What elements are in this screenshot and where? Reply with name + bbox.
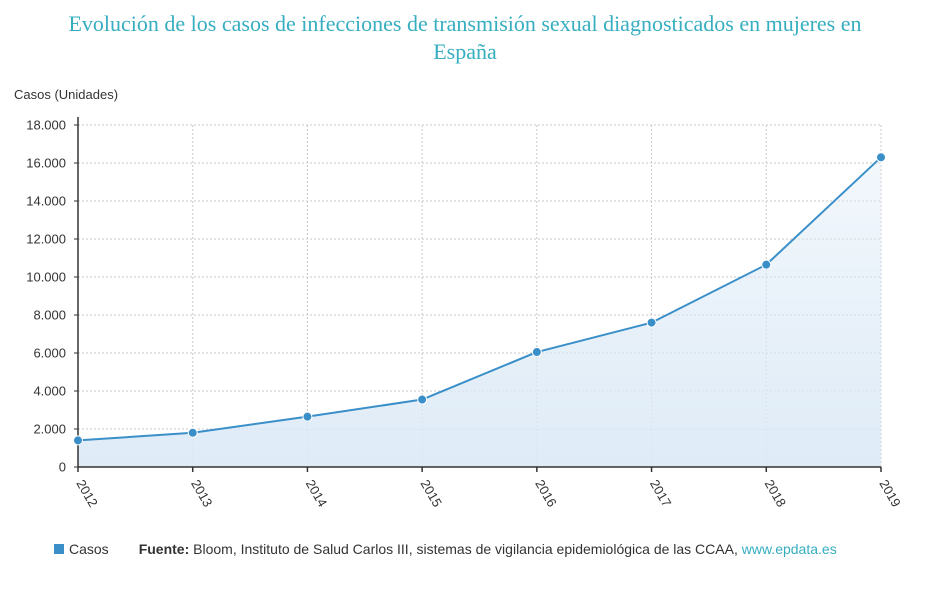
data-point[interactable] — [302, 411, 313, 422]
data-point[interactable] — [187, 427, 198, 438]
x-tick-label: 2017 — [647, 477, 674, 510]
y-axis-label: Casos (Unidades) — [14, 87, 118, 102]
chart-title: Evolución de los casos de infecciones de… — [0, 10, 930, 66]
chart-footer: Casos Fuente: Bloom, Instituto de Salud C… — [54, 541, 914, 557]
legend-swatch-casos — [54, 544, 64, 554]
source-text: Bloom, Instituto de Salud Carlos III, si… — [189, 541, 742, 557]
y-tick-label: 18.000 — [26, 118, 66, 133]
source-key: Fuente: — [138, 541, 190, 557]
series-line-layer — [77, 156, 882, 442]
y-tick-labels: 0 2.000 4.000 6.000 8.000 10.000 12.000 14.000 1… — [26, 118, 66, 475]
chart-title-line-1: Evolución de los casos de infecciones de… — [68, 11, 862, 36]
y-tick-label: 8.000 — [33, 308, 66, 323]
y-tick-label: 4.000 — [33, 384, 66, 399]
series-line-casos — [77, 156, 882, 442]
area-fill-layer — [78, 157, 881, 468]
data-point[interactable] — [646, 317, 657, 328]
x-tick-label: 2012 — [73, 477, 100, 510]
y-tick-label: 12.000 — [26, 232, 66, 247]
y-tick-label: 6.000 — [33, 346, 66, 361]
x-tick-label: 2019 — [876, 477, 903, 510]
y-tick-label: 0 — [59, 460, 66, 475]
x-tick-label: 2018 — [762, 477, 789, 510]
axes — [74, 117, 882, 472]
data-point[interactable] — [417, 394, 428, 405]
area-fill — [78, 157, 881, 468]
data-point[interactable] — [73, 435, 83, 446]
y-tick-label: 14.000 — [26, 194, 66, 209]
y-tick-label: 2.000 — [33, 422, 66, 437]
legend-label-casos[interactable]: Casos — [69, 541, 109, 557]
chart-title-line-2: España — [433, 39, 497, 64]
source-link[interactable]: www.epdata.es — [741, 541, 837, 557]
y-tick-label: 16.000 — [26, 156, 66, 171]
data-point[interactable] — [531, 347, 542, 358]
x-tick-label: 2014 — [303, 477, 330, 510]
x-tick-label: 2015 — [418, 477, 445, 510]
x-tick-label: 2013 — [188, 477, 215, 510]
x-tick-label: 2016 — [532, 477, 559, 510]
y-tick-label: 10.000 — [26, 270, 66, 285]
x-tick-labels: 2012 2013 2014 2015 2016 2017 2018 2019 — [73, 477, 903, 510]
data-point[interactable] — [761, 259, 772, 270]
series-points — [73, 152, 886, 446]
data-point[interactable] — [876, 152, 886, 163]
